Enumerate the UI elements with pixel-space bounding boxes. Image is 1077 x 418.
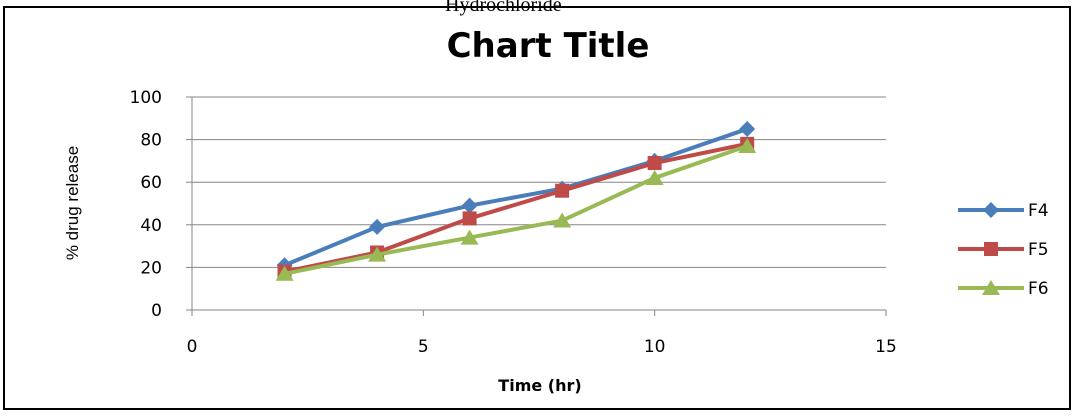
series-group: [275, 120, 757, 281]
y-tick-label-80: 80: [140, 131, 162, 151]
point-F6-8: [553, 212, 572, 228]
y-axis-title: % drug release: [63, 146, 82, 260]
x-tick-labels: 0 5 10 15: [187, 337, 897, 357]
series-line-F6: [284, 144, 748, 276]
chart-frame: Hydrochloride: [3, 0, 1071, 410]
series-line-F4: [283, 127, 748, 268]
point-F6-10: [645, 169, 664, 185]
series-line-F5: [284, 141, 748, 274]
point-F4-6: [461, 197, 478, 214]
series-F6: [275, 137, 757, 281]
clipped-heading: Hydrochloride: [445, 0, 562, 16]
x-tick-label-15: 15: [875, 337, 897, 357]
legend-label-F6: F6: [1028, 279, 1049, 299]
point-F5-8: [555, 183, 570, 198]
y-tick-label-60: 60: [140, 173, 162, 193]
x-tick-label-5: 5: [418, 337, 429, 357]
y-tick-label-0: 0: [151, 301, 162, 321]
y-tick-labels: 0 20 40 60 80 100: [130, 88, 162, 321]
legend-label-F4: F4: [1028, 201, 1049, 221]
grid-lines: [192, 96, 886, 268]
legend: F4 F5 F6: [958, 201, 1049, 299]
series-F5: [277, 136, 755, 279]
legend-marker-F6: [982, 280, 1000, 295]
legend-label-F5: F5: [1028, 240, 1049, 260]
point-F5-10: [647, 156, 662, 171]
point-F6-12: [738, 137, 757, 153]
legend-marker-F5: [984, 242, 998, 256]
point-F4-4: [369, 218, 386, 235]
chart-title: Chart Title: [447, 26, 650, 66]
x-axis-title: Time (hr): [498, 376, 581, 395]
x-tick-label-0: 0: [187, 337, 198, 357]
y-tick-label-20: 20: [140, 258, 162, 278]
y-tick-label-40: 40: [140, 216, 162, 236]
point-F5-6: [462, 211, 477, 226]
y-tick-label-100: 100: [130, 88, 162, 108]
point-F4-12: [739, 120, 756, 137]
point-F6-2: [275, 265, 294, 281]
legend-marker-F4: [983, 202, 999, 218]
point-F6-6: [460, 229, 479, 245]
series-F4: [276, 120, 756, 274]
axes: [186, 96, 887, 316]
point-F6-4: [368, 246, 387, 262]
x-tick-label-10: 10: [644, 337, 666, 357]
